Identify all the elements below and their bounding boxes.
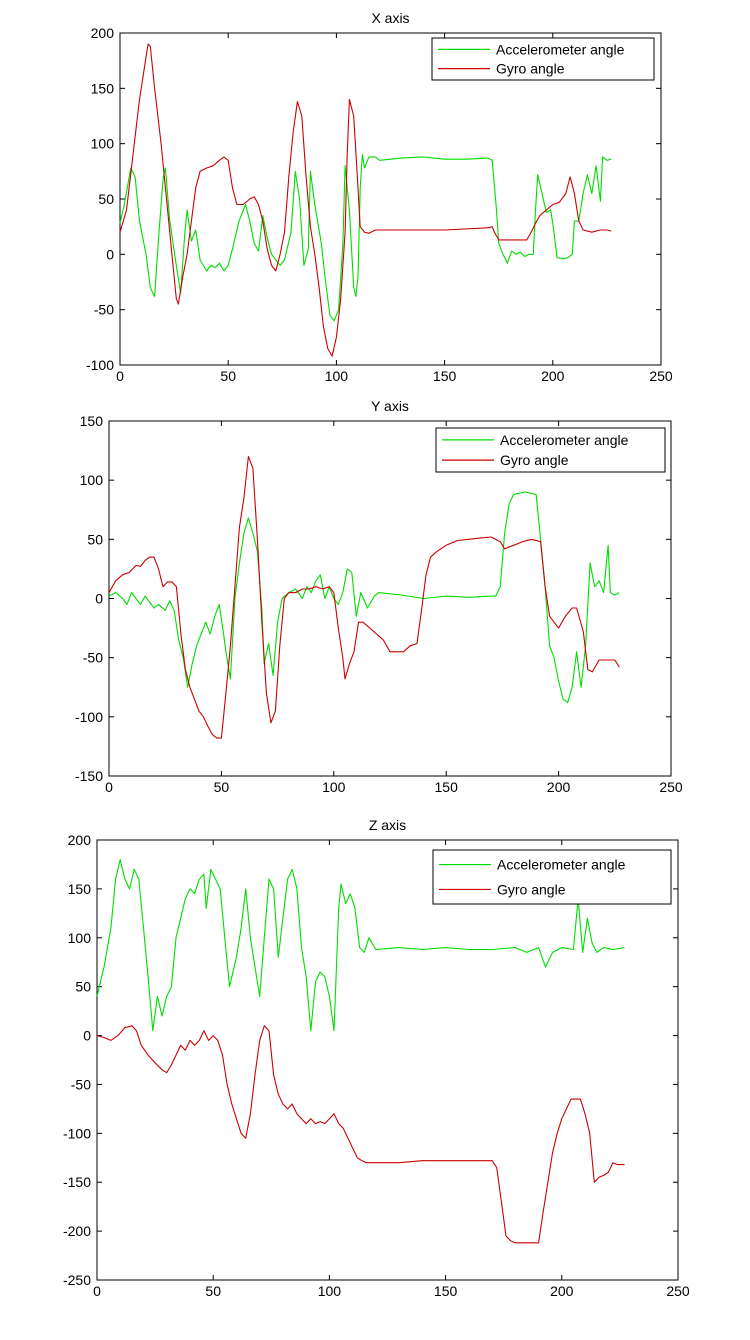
y-tick-label-3-7: 100 bbox=[68, 930, 92, 946]
y-tick-label-3-4: -50 bbox=[71, 1076, 91, 1092]
x-tick-label-1-5: 250 bbox=[649, 368, 673, 384]
y-tick-label-3-3: -100 bbox=[63, 1125, 91, 1141]
y-tick-label-1-5: 150 bbox=[91, 80, 115, 96]
legend-label-gyro-1: Gyro angle bbox=[496, 61, 565, 77]
legend-label-accelerometer-1: Accelerometer angle bbox=[496, 41, 625, 57]
series-line-accelerometer-1 bbox=[119, 154, 612, 322]
plot-frame-1 bbox=[119, 32, 662, 366]
y-tick-label-3-1: -200 bbox=[63, 1223, 91, 1239]
y-tick-label-1-3: 50 bbox=[98, 191, 114, 207]
y-tick-label-2-4: 50 bbox=[87, 531, 103, 547]
series-line-accelerometer-2 bbox=[108, 491, 620, 704]
y-tick-label-1-6: 200 bbox=[91, 25, 115, 41]
y-tick-label-1-1: -50 bbox=[94, 302, 114, 318]
x-tick-label-3-3: 150 bbox=[434, 1283, 458, 1299]
y-tick-label-2-3: 0 bbox=[95, 591, 103, 607]
y-tick-label-1-0: -100 bbox=[86, 357, 114, 373]
series-line-gyro-2 bbox=[108, 455, 620, 739]
x-tick-label-1-1: 50 bbox=[220, 368, 236, 384]
x-tick-label-3-2: 100 bbox=[318, 1283, 342, 1299]
chart-title-3: Z axis bbox=[369, 817, 406, 833]
x-tick-label-1-4: 200 bbox=[541, 368, 565, 384]
x-tick-label-2-4: 200 bbox=[547, 779, 571, 795]
legend-box-1 bbox=[431, 37, 655, 81]
chart-title-1: X axis bbox=[371, 10, 409, 26]
legend-label-gyro-2: Gyro angle bbox=[500, 452, 569, 468]
y-tick-label-2-5: 100 bbox=[80, 472, 104, 488]
legend-box-2 bbox=[435, 427, 666, 473]
legend-label-accelerometer-3: Accelerometer angle bbox=[497, 857, 626, 873]
y-tick-label-3-6: 50 bbox=[75, 979, 91, 995]
y-tick-label-2-1: -100 bbox=[75, 709, 103, 725]
y-tick-label-1-4: 100 bbox=[91, 136, 115, 152]
chart-2: Y axis 0 50 100 150 200 250 -150 -100 -50 0 50 100 15… bbox=[75, 398, 683, 795]
y-tick-label-3-0: -250 bbox=[63, 1272, 91, 1288]
y-tick-label-3-9: 200 bbox=[68, 832, 92, 848]
series-line-accelerometer-3 bbox=[96, 859, 625, 1032]
chart-3: Z axis 0 50 100 150 200 250 -250 -200 -150 -100 -50… bbox=[63, 817, 690, 1299]
x-tick-label-3-4: 200 bbox=[550, 1283, 574, 1299]
x-tick-label-1-2: 100 bbox=[325, 368, 349, 384]
x-tick-label-3-0: 0 bbox=[93, 1283, 101, 1299]
x-tick-label-3-1: 50 bbox=[205, 1283, 221, 1299]
x-tick-label-3-5: 250 bbox=[666, 1283, 690, 1299]
series-line-gyro-3 bbox=[96, 1025, 625, 1244]
x-tick-label-2-1: 50 bbox=[214, 779, 230, 795]
chart-title-2: Y axis bbox=[371, 398, 409, 414]
y-tick-label-2-2: -50 bbox=[83, 650, 103, 666]
plot-frame-2 bbox=[108, 420, 672, 777]
legend-label-gyro-3: Gyro angle bbox=[497, 881, 566, 897]
y-tick-label-2-0: -150 bbox=[75, 768, 103, 784]
y-tick-label-3-2: -150 bbox=[63, 1174, 91, 1190]
x-tick-label-1-0: 0 bbox=[116, 368, 124, 384]
x-tick-label-1-3: 150 bbox=[433, 368, 457, 384]
x-tick-label-2-2: 100 bbox=[322, 779, 346, 795]
y-tick-label-3-5: 0 bbox=[83, 1028, 91, 1044]
plot-frame-3 bbox=[96, 839, 679, 1281]
x-tick-label-2-0: 0 bbox=[105, 779, 113, 795]
chart-1: X axis 0 50 100 150 200 250 -100 -50 0 50 100 150 200… bbox=[86, 10, 673, 384]
x-tick-label-2-3: 150 bbox=[435, 779, 459, 795]
y-tick-label-3-8: 150 bbox=[68, 881, 92, 897]
x-tick-label-2-5: 250 bbox=[659, 779, 683, 795]
legend-label-accelerometer-2: Accelerometer angle bbox=[500, 432, 629, 448]
series-line-gyro-1 bbox=[119, 43, 612, 357]
legend-box-3 bbox=[432, 849, 672, 905]
y-tick-label-1-2: 0 bbox=[106, 246, 114, 262]
y-tick-label-2-6: 150 bbox=[80, 413, 104, 429]
